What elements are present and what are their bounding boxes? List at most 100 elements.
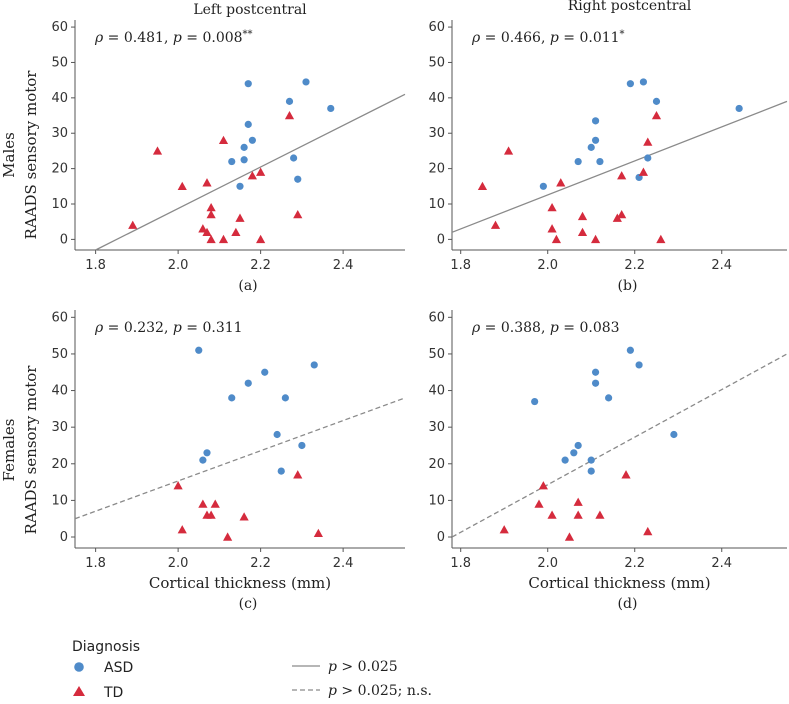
row-label-males: Males [0,132,18,178]
asd-point [531,397,539,406]
td-point [235,213,245,222]
td-point [198,224,208,233]
td-point [206,234,216,244]
asd-point [605,394,613,402]
y-tick-label: 10 [51,493,68,508]
td-point [590,234,601,244]
x-tick-label: 2.4 [711,556,732,571]
td-point [218,234,229,244]
y-tick-label: 50 [428,347,445,362]
td-point [577,211,588,221]
panel-caption-c: (c) [239,596,258,612]
y-tick-label: 20 [51,162,68,177]
asd-point [228,394,236,402]
x-tick-label: 2.2 [624,258,645,273]
td-point [643,137,653,146]
panels: 0 10 20 30 40 50 60 1.8 2.0 2.2 2.4 Left postcentra… [51,0,788,612]
td-point [612,213,622,222]
td-point [256,234,266,244]
y-tick-label: 50 [51,347,68,362]
legend-solid-label: p > 0.025 [328,659,398,675]
legend-asd-marker [74,662,84,672]
asd-point [591,117,600,125]
td-point [177,181,187,190]
td-point [490,220,501,229]
stat-annotation-c: ρ = 0.232, p = 0.311 [94,320,243,336]
td-point [239,512,249,521]
y-tick-label: 10 [428,197,445,212]
y-tick-label: 20 [428,162,445,177]
legend-td-marker [73,686,85,696]
asd-point [327,104,335,113]
y-tick-label: 30 [51,420,68,435]
asd-point [244,80,252,88]
asd-point [298,441,306,450]
y-tick-label: 30 [51,126,68,141]
td-point [202,178,212,187]
td-point [218,135,229,144]
asd-point [228,157,236,166]
td-point [617,171,627,180]
x-tick-label: 2.2 [250,556,271,571]
td-point [223,532,233,541]
asd-point [670,430,678,439]
x-tick-label: 2.0 [168,556,189,571]
td-point [206,202,216,212]
asd-point [587,456,595,464]
asd-point [294,175,302,183]
td-point [573,497,583,506]
y-tick-label: 60 [428,20,445,35]
ylabel-males: RAADS sensory motor [22,70,40,240]
td-point [177,525,187,534]
y-tick-label: 0 [437,232,445,247]
td-point [638,167,649,176]
td-point [128,220,138,229]
asd-point [587,143,595,151]
legend-asd-label: ASD [104,660,133,676]
x-tick-label: 1.8 [450,258,471,273]
td-point [547,510,557,519]
x-tick-label: 2.4 [711,258,732,273]
asd-point [596,157,604,166]
td-point [534,499,544,508]
asd-point [591,379,600,387]
y-tick-label: 10 [428,493,445,508]
td-point [551,234,562,244]
asd-point [273,430,281,439]
td-point [202,227,212,236]
panel-d: 0 10 20 30 40 50 60 1.8 2.0 2.2 2.4 ρ = 0.388, p = … [428,310,788,612]
asd-point [290,154,298,162]
asd-point [574,157,582,166]
y-tick-label: 60 [428,310,445,325]
fit-line-d [451,353,788,538]
asd-point [236,182,244,190]
fit-line-a [95,93,406,251]
asd-point [591,136,600,144]
panel-a: 0 10 20 30 40 50 60 1.8 2.0 2.2 2.4 Left postcentra… [51,2,406,294]
asd-point [587,467,595,475]
td-point [656,234,666,244]
asd-point [240,156,248,164]
panel-caption-b: (b) [618,278,638,294]
y-tick-label: 50 [51,55,68,70]
asd-point [310,361,318,369]
y-tick-label: 20 [51,457,68,472]
asd-point [302,78,310,86]
legend-dashed-label: p > 0.025; n.s. [328,683,432,699]
panel-caption-d: (d) [618,596,638,612]
x-tick-label: 1.8 [450,556,471,571]
stat-annotation-a: ρ = 0.481, p = 0.008** [94,29,253,47]
td-point [595,510,605,519]
asd-point [652,97,661,105]
stat-annotation-b: ρ = 0.466, p = 0.011* [471,29,625,47]
y-tick-label: 30 [428,420,445,435]
panel-title-b: Right postcentral [568,0,692,14]
y-tick-label: 50 [428,55,445,70]
asd-point [248,136,256,144]
asd-point [240,143,248,151]
asd-point [626,346,634,354]
td-point [577,227,588,236]
x-tick-label: 2.0 [537,556,558,571]
x-tick-label: 2.4 [333,556,354,571]
asd-point [570,449,578,457]
